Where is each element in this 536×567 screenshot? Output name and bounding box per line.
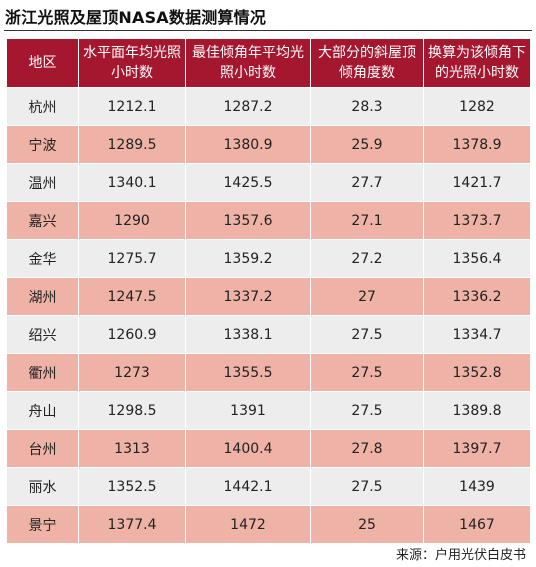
horizontal-hours-cell: 1273 xyxy=(78,353,186,392)
roof-tilt-cell: 27.5 xyxy=(310,391,424,430)
source-note: 来源：户用光伏白皮书 xyxy=(395,548,526,563)
data-table: 地区 水平面年均光照小时数 最佳倾角年平均光照小时数 大部分的斜屋顶倾角度数 换… xyxy=(6,38,531,544)
table-row: 绍兴 1260.9 1338.1 27.5 1334.7 xyxy=(6,315,531,354)
column-header-region: 地区 xyxy=(6,38,79,88)
region-cell: 宁波 xyxy=(6,125,79,164)
page-title: 浙江光照及屋顶NASA数据测算情况 xyxy=(5,8,267,27)
converted-hours-cell: 1421.7 xyxy=(423,163,531,202)
horizontal-hours-cell: 1313 xyxy=(78,429,186,468)
roof-tilt-cell: 27.7 xyxy=(310,163,424,202)
roof-tilt-cell: 25.9 xyxy=(310,125,424,164)
converted-hours-cell: 1389.8 xyxy=(423,391,531,430)
horizontal-hours-cell: 1377.4 xyxy=(78,505,186,544)
horizontal-hours-cell: 1289.5 xyxy=(78,125,186,164)
converted-hours-cell: 1439 xyxy=(423,467,531,506)
region-cell: 杭州 xyxy=(6,87,79,126)
roof-tilt-cell: 27.5 xyxy=(310,353,424,392)
optimal-tilt-hours-cell: 1472 xyxy=(185,505,311,544)
optimal-tilt-hours-cell: 1400.4 xyxy=(185,429,311,468)
converted-hours-cell: 1378.9 xyxy=(423,125,531,164)
region-cell: 景宁 xyxy=(6,505,79,544)
converted-hours-cell: 1352.8 xyxy=(423,353,531,392)
roof-tilt-cell: 27.8 xyxy=(310,429,424,468)
optimal-tilt-hours-cell: 1359.2 xyxy=(185,239,311,278)
region-cell: 衢州 xyxy=(6,353,79,392)
roof-tilt-cell: 27.1 xyxy=(310,201,424,240)
converted-hours-cell: 1356.4 xyxy=(423,239,531,278)
optimal-tilt-hours-cell: 1442.1 xyxy=(185,467,311,506)
table-row: 宁波 1289.5 1380.9 25.9 1378.9 xyxy=(6,125,531,164)
optimal-tilt-hours-cell: 1357.6 xyxy=(185,201,311,240)
region-cell: 嘉兴 xyxy=(6,201,79,240)
table-row: 台州 1313 1400.4 27.8 1397.7 xyxy=(6,429,531,468)
horizontal-hours-cell: 1352.5 xyxy=(78,467,186,506)
table-row: 景宁 1377.4 1472 25 1467 xyxy=(6,505,531,544)
region-cell: 绍兴 xyxy=(6,315,79,354)
horizontal-hours-cell: 1290 xyxy=(78,201,186,240)
roof-tilt-cell: 27.2 xyxy=(310,239,424,278)
column-header-optimal-tilt-hours: 最佳倾角年平均光照小时数 xyxy=(185,38,311,88)
title-divider xyxy=(4,30,532,31)
optimal-tilt-hours-cell: 1338.1 xyxy=(185,315,311,354)
table-row: 衢州 1273 1355.5 27.5 1352.8 xyxy=(6,353,531,392)
horizontal-hours-cell: 1260.9 xyxy=(78,315,186,354)
region-cell: 金华 xyxy=(6,239,79,278)
table-row: 温州 1340.1 1425.5 27.7 1421.7 xyxy=(6,163,531,202)
column-header-roof-tilt: 大部分的斜屋顶倾角度数 xyxy=(310,38,424,88)
optimal-tilt-hours-cell: 1391 xyxy=(185,391,311,430)
optimal-tilt-hours-cell: 1425.5 xyxy=(185,163,311,202)
region-cell: 台州 xyxy=(6,429,79,468)
table-row: 舟山 1298.5 1391 27.5 1389.8 xyxy=(6,391,531,430)
converted-hours-cell: 1282 xyxy=(423,87,531,126)
region-cell: 温州 xyxy=(6,163,79,202)
optimal-tilt-hours-cell: 1287.2 xyxy=(185,87,311,126)
optimal-tilt-hours-cell: 1337.2 xyxy=(185,277,311,316)
converted-hours-cell: 1336.2 xyxy=(423,277,531,316)
optimal-tilt-hours-cell: 1380.9 xyxy=(185,125,311,164)
horizontal-hours-cell: 1340.1 xyxy=(78,163,186,202)
horizontal-hours-cell: 1275.7 xyxy=(78,239,186,278)
table-row: 嘉兴 1290 1357.6 27.1 1373.7 xyxy=(6,201,531,240)
roof-tilt-cell: 27 xyxy=(310,277,424,316)
horizontal-hours-cell: 1212.1 xyxy=(78,87,186,126)
horizontal-hours-cell: 1298.5 xyxy=(78,391,186,430)
column-header-horizontal-hours: 水平面年均光照小时数 xyxy=(78,38,186,88)
roof-tilt-cell: 28.3 xyxy=(310,87,424,126)
converted-hours-cell: 1334.7 xyxy=(423,315,531,354)
region-cell: 湖州 xyxy=(6,277,79,316)
roof-tilt-cell: 27.5 xyxy=(310,467,424,506)
roof-tilt-cell: 27.5 xyxy=(310,315,424,354)
table-header-row: 地区 水平面年均光照小时数 最佳倾角年平均光照小时数 大部分的斜屋顶倾角度数 换… xyxy=(6,38,531,88)
converted-hours-cell: 1373.7 xyxy=(423,201,531,240)
roof-tilt-cell: 25 xyxy=(310,505,424,544)
converted-hours-cell: 1397.7 xyxy=(423,429,531,468)
table-row: 杭州 1212.1 1287.2 28.3 1282 xyxy=(6,87,531,126)
region-cell: 丽水 xyxy=(6,467,79,506)
table-row: 金华 1275.7 1359.2 27.2 1356.4 xyxy=(6,239,531,278)
optimal-tilt-hours-cell: 1355.5 xyxy=(185,353,311,392)
horizontal-hours-cell: 1247.5 xyxy=(78,277,186,316)
column-header-converted-hours: 换算为该倾角下的光照小时数 xyxy=(423,38,531,88)
table-row: 湖州 1247.5 1337.2 27 1336.2 xyxy=(6,277,531,316)
region-cell: 舟山 xyxy=(6,391,79,430)
table-row: 丽水 1352.5 1442.1 27.5 1439 xyxy=(6,467,531,506)
converted-hours-cell: 1467 xyxy=(423,505,531,544)
